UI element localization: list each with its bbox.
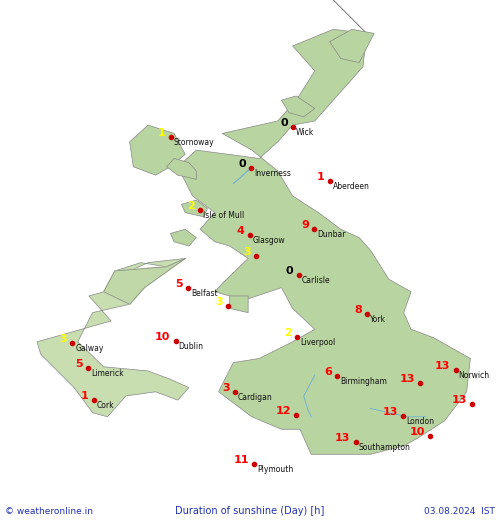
Text: 13: 13 xyxy=(335,433,350,443)
Text: Plymouth: Plymouth xyxy=(257,465,294,474)
Text: 11: 11 xyxy=(234,455,249,465)
Text: 13: 13 xyxy=(452,395,467,405)
Text: 6: 6 xyxy=(324,367,332,377)
Text: Belfast: Belfast xyxy=(191,289,218,297)
Text: Limerick: Limerick xyxy=(91,369,124,379)
Text: Galway: Galway xyxy=(75,344,104,353)
Text: 3: 3 xyxy=(60,334,67,344)
Text: Stornoway: Stornoway xyxy=(174,138,214,147)
Text: 4: 4 xyxy=(237,226,244,236)
Text: 2: 2 xyxy=(284,328,292,338)
Polygon shape xyxy=(330,29,374,62)
Text: Cork: Cork xyxy=(96,401,114,410)
Text: Norwich: Norwich xyxy=(458,371,490,380)
Text: Carlisle: Carlisle xyxy=(302,276,330,285)
Text: 0: 0 xyxy=(238,159,246,168)
Polygon shape xyxy=(104,258,185,304)
Text: Glasgow: Glasgow xyxy=(252,236,286,245)
Polygon shape xyxy=(170,229,196,246)
Text: 5: 5 xyxy=(175,279,183,289)
Text: London: London xyxy=(406,418,434,426)
Text: 12: 12 xyxy=(276,406,291,415)
Text: Southampton: Southampton xyxy=(358,443,410,452)
Text: 1: 1 xyxy=(81,391,88,401)
Text: Dublin: Dublin xyxy=(178,342,204,350)
Text: 3: 3 xyxy=(222,383,230,393)
Text: 5: 5 xyxy=(76,359,83,369)
Text: 1: 1 xyxy=(317,172,324,183)
Text: 13: 13 xyxy=(382,407,398,418)
Polygon shape xyxy=(182,200,208,217)
Text: 1: 1 xyxy=(158,128,166,138)
Polygon shape xyxy=(166,159,196,179)
Text: Liverpool: Liverpool xyxy=(300,338,336,347)
Text: 3: 3 xyxy=(215,297,223,307)
Text: Dunbar: Dunbar xyxy=(317,230,346,239)
Text: Birmingham: Birmingham xyxy=(340,377,388,386)
Polygon shape xyxy=(230,296,248,313)
Text: Inverness: Inverness xyxy=(254,168,291,178)
Text: 10: 10 xyxy=(155,332,170,342)
Text: Cardigan: Cardigan xyxy=(238,393,272,402)
Polygon shape xyxy=(37,258,189,417)
Text: 3: 3 xyxy=(243,248,250,257)
Text: 13: 13 xyxy=(400,374,415,384)
Text: Duration of sunshine (Day) [h]: Duration of sunshine (Day) [h] xyxy=(176,506,324,516)
Text: 8: 8 xyxy=(354,305,362,315)
Text: 0: 0 xyxy=(286,266,294,276)
Polygon shape xyxy=(130,125,185,175)
Polygon shape xyxy=(282,96,315,117)
Polygon shape xyxy=(178,0,470,454)
Text: York: York xyxy=(370,315,386,324)
Text: 10: 10 xyxy=(410,426,424,436)
Text: Aberdeen: Aberdeen xyxy=(332,183,370,191)
Text: Wick: Wick xyxy=(296,128,314,137)
Text: 03.08.2024  IST: 03.08.2024 IST xyxy=(424,506,495,516)
Text: 2: 2 xyxy=(187,201,195,211)
Text: 0: 0 xyxy=(280,118,288,128)
Text: 9: 9 xyxy=(301,220,309,230)
Text: 13: 13 xyxy=(435,361,450,371)
Text: © weatheronline.in: © weatheronline.in xyxy=(5,506,93,516)
Text: Isle of Mull: Isle of Mull xyxy=(203,211,244,220)
